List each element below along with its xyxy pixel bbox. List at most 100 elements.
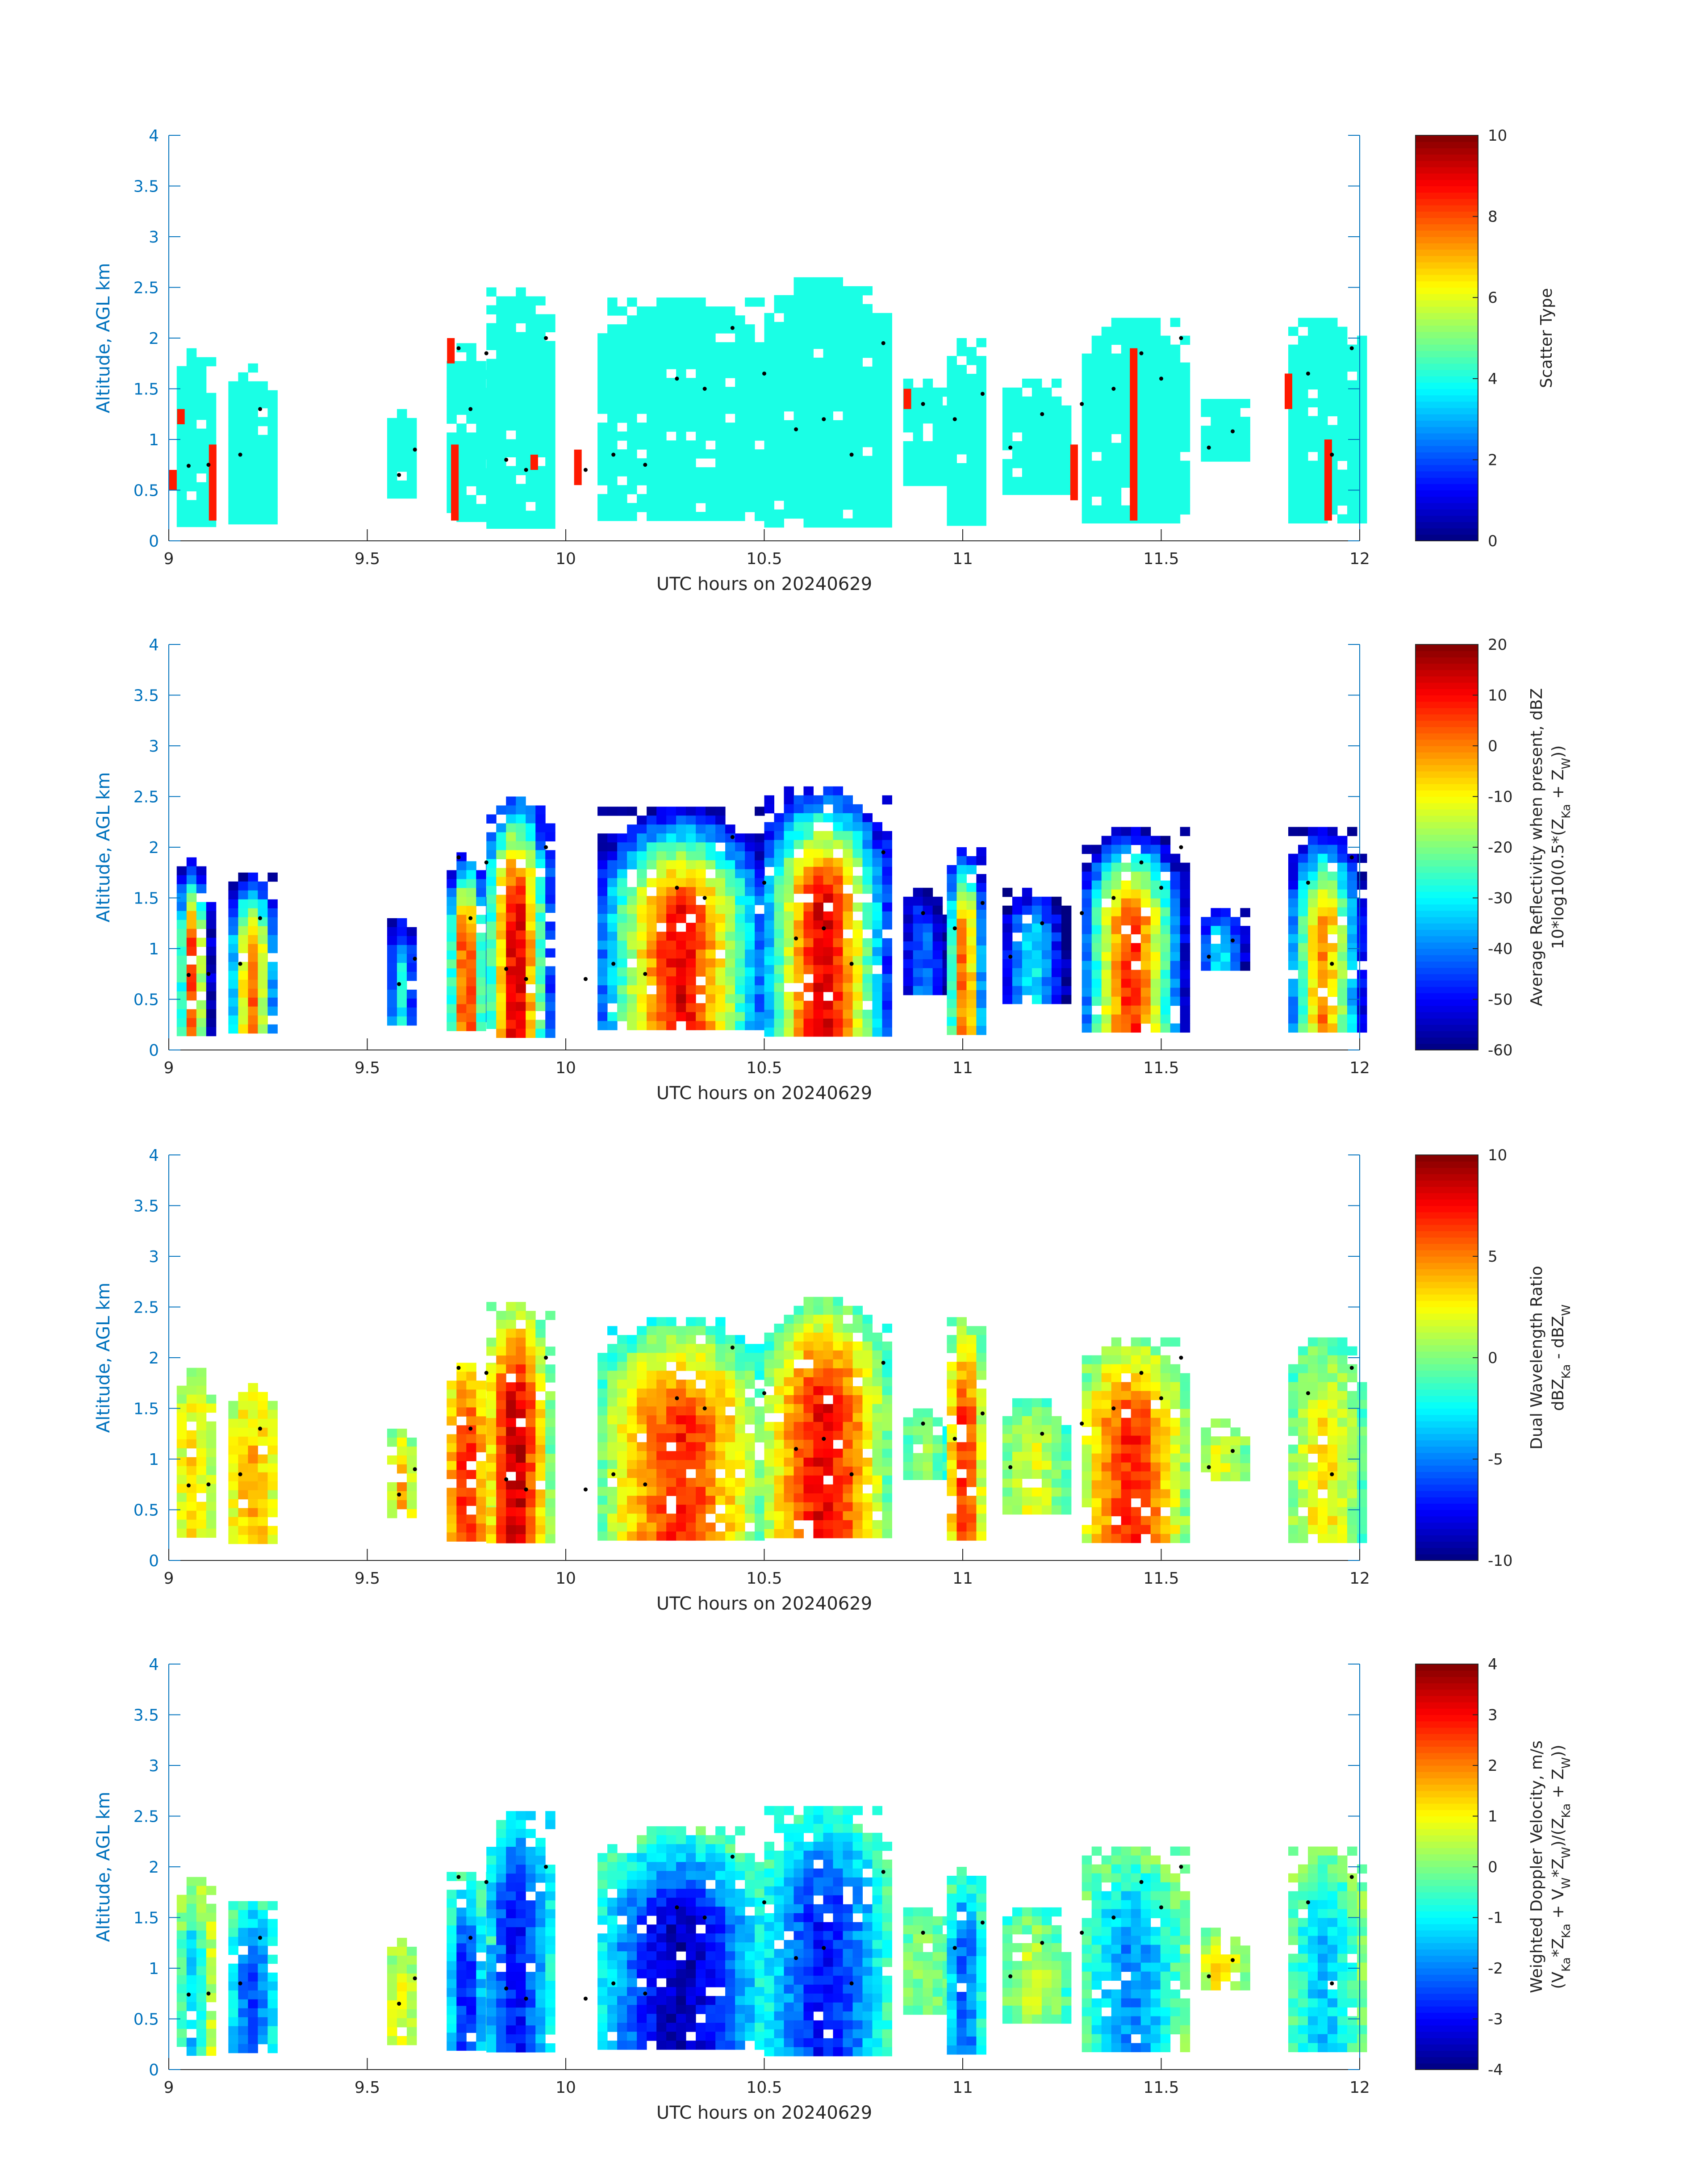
echo-cell bbox=[843, 849, 853, 858]
echo-cell bbox=[735, 860, 745, 870]
echo-cell bbox=[804, 1431, 814, 1440]
echo-cell bbox=[853, 1529, 863, 1539]
echo-cell bbox=[258, 1437, 268, 1446]
echo-cell bbox=[1220, 917, 1231, 926]
echo-cell bbox=[666, 923, 677, 932]
echo-cell bbox=[843, 331, 853, 340]
echo-cell bbox=[1052, 950, 1062, 960]
echo-cell bbox=[774, 510, 785, 519]
echo-cell bbox=[755, 1362, 765, 1371]
echo-cell bbox=[666, 914, 677, 923]
echo-cell bbox=[725, 1487, 735, 1496]
cloud-base-dot bbox=[881, 850, 885, 854]
echo-cell bbox=[1308, 1015, 1318, 1024]
echo-cell bbox=[1022, 423, 1032, 433]
echo-cell bbox=[258, 926, 268, 936]
echo-cell bbox=[696, 1496, 706, 1505]
echo-cell bbox=[535, 913, 546, 922]
echo-cell bbox=[447, 1434, 457, 1443]
echo-cell bbox=[882, 876, 893, 885]
colorbar-segment bbox=[1416, 891, 1478, 898]
echo-cell bbox=[794, 1351, 804, 1360]
echo-cell bbox=[863, 876, 873, 885]
echo-cell bbox=[656, 842, 667, 852]
echo-cell bbox=[447, 1506, 457, 1515]
echo-cell bbox=[526, 877, 536, 887]
echo-cell bbox=[863, 867, 873, 876]
echo-cell bbox=[666, 869, 677, 878]
echo-cell bbox=[607, 494, 618, 503]
echo-cell bbox=[656, 1335, 667, 1344]
echo-cell bbox=[1328, 854, 1338, 863]
echo-cell bbox=[794, 1493, 804, 1503]
echo-cell bbox=[755, 414, 765, 423]
echo-cell bbox=[933, 959, 943, 969]
echo-cell bbox=[627, 967, 637, 977]
echo-cell bbox=[764, 1431, 775, 1440]
cloud-base-dot bbox=[504, 458, 508, 462]
echo-cell bbox=[976, 365, 986, 374]
echo-cell bbox=[774, 420, 785, 430]
echo-cell bbox=[228, 1025, 238, 1034]
echo-cell bbox=[206, 1439, 217, 1449]
echo-cell bbox=[407, 454, 417, 463]
echo-cell bbox=[764, 429, 775, 439]
echo-cell bbox=[676, 949, 686, 959]
echo-cell bbox=[1111, 854, 1122, 863]
echo-cell bbox=[447, 888, 457, 897]
echo-cell bbox=[196, 1018, 207, 1028]
echo-cell bbox=[397, 1438, 407, 1447]
echo-cell bbox=[745, 333, 755, 343]
echo-cell bbox=[1347, 398, 1357, 408]
echo-cell bbox=[676, 405, 686, 414]
echo-cell bbox=[784, 304, 794, 314]
echo-cell bbox=[706, 387, 716, 396]
echo-cell bbox=[1092, 970, 1102, 979]
echo-cell bbox=[666, 396, 677, 405]
echo-cell bbox=[853, 804, 863, 814]
echo-cell bbox=[1141, 514, 1151, 524]
echo-cell bbox=[397, 936, 407, 945]
echo-cell bbox=[696, 1003, 706, 1012]
echo-cell bbox=[1357, 416, 1367, 426]
echo-cell bbox=[843, 358, 853, 367]
echo-cell bbox=[248, 426, 258, 435]
echo-cell bbox=[1298, 461, 1308, 470]
echo-cell bbox=[187, 500, 197, 510]
echo-cell bbox=[696, 1344, 706, 1353]
echo-cell bbox=[1308, 354, 1318, 363]
echo-cell bbox=[666, 315, 677, 325]
echo-cell bbox=[466, 1416, 476, 1426]
echo-cell bbox=[447, 414, 457, 424]
echo-cell bbox=[873, 402, 883, 412]
echo-cell bbox=[774, 912, 785, 921]
echo-cell bbox=[187, 456, 197, 464]
echo-cell bbox=[617, 1433, 627, 1443]
cloud-base-dot bbox=[1080, 911, 1084, 915]
echo-cell bbox=[764, 840, 775, 849]
echo-cell bbox=[267, 1472, 278, 1482]
echo-cell bbox=[794, 1476, 804, 1485]
echo-cell bbox=[607, 503, 618, 512]
echo-cell bbox=[843, 965, 853, 974]
echo-cell bbox=[1111, 1024, 1122, 1033]
echo-cell bbox=[627, 985, 637, 995]
echo-cell bbox=[647, 851, 657, 861]
colorbar-label: Scatter Type bbox=[1537, 288, 1556, 388]
echo-cell bbox=[1131, 318, 1141, 327]
echo-cell bbox=[267, 899, 278, 909]
echo-cell bbox=[814, 992, 824, 1001]
echo-cell bbox=[853, 456, 863, 465]
echo-cell bbox=[1042, 959, 1052, 969]
echo-cell bbox=[526, 1373, 536, 1383]
echo-cell bbox=[966, 472, 977, 481]
echo-cell bbox=[947, 454, 957, 464]
echo-cell bbox=[794, 313, 804, 322]
echo-cell bbox=[447, 879, 457, 888]
echo-cell bbox=[397, 409, 407, 418]
echo-cell bbox=[1151, 952, 1161, 962]
colorbar-segment bbox=[1416, 262, 1478, 269]
echo-cell bbox=[903, 897, 914, 906]
echo-cell bbox=[1102, 890, 1112, 899]
echo-cell bbox=[545, 484, 555, 494]
